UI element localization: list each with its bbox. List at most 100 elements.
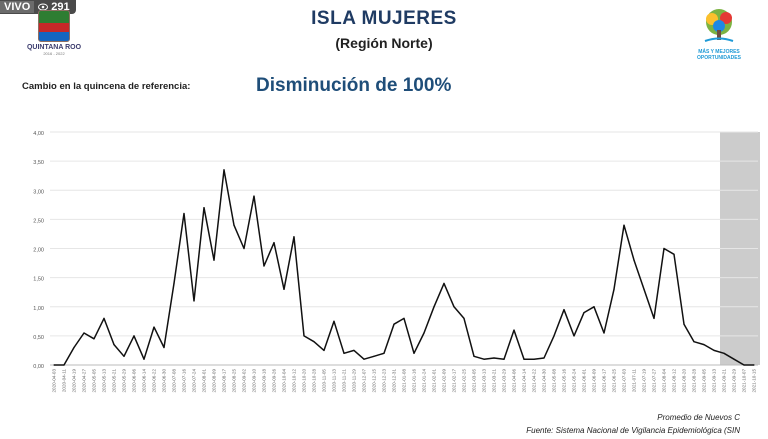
y-tick-label: 1,50 (33, 277, 44, 283)
x-tick-label: 2020-11-13 (332, 369, 337, 393)
x-tick-label: 2021-04-06 (512, 369, 517, 393)
y-tick-label: 2,00 (33, 248, 44, 254)
x-tick-label: 2020-05-13 (102, 369, 107, 393)
data-point (663, 247, 665, 250)
footer-note-average: Promedio de Nuevos C (657, 413, 740, 422)
x-tick-label: 2020-05-05 (92, 369, 97, 393)
y-tick-label: 0,00 (33, 364, 44, 370)
data-point (533, 358, 535, 360)
data-point (653, 317, 655, 319)
data-point (283, 288, 285, 290)
data-point (593, 306, 595, 308)
state-shield-icon (38, 10, 70, 42)
x-tick-label: 2021-07-03 (622, 369, 627, 393)
x-tick-label: 2021-08-12 (672, 369, 677, 393)
data-point (623, 224, 625, 226)
data-point (693, 341, 695, 343)
x-tick-label: 2021-02-25 (462, 369, 467, 393)
x-tick-label: 2020-10-12 (292, 369, 297, 393)
page-subtitle: (Región Norte) (335, 35, 433, 51)
data-point (103, 317, 105, 319)
x-tick-label: 2020-06-30 (162, 369, 167, 393)
data-point (153, 326, 155, 328)
data-point (513, 329, 515, 331)
x-tick-label: 2020-06-06 (132, 369, 137, 393)
y-tick-label: 3,00 (33, 189, 44, 195)
x-tick-label: 2021-04-30 (542, 369, 547, 393)
x-tick-label: 2020-11-21 (342, 369, 347, 393)
x-tick-label: 2021-02-17 (452, 369, 457, 393)
x-tick-label: 2021-10-07 (742, 369, 747, 393)
data-point (113, 344, 115, 346)
x-tick-label: 2020-06-22 (152, 369, 157, 393)
x-tick-label: 2021-05-08 (552, 369, 557, 393)
data-point (643, 288, 645, 290)
x-tick-label: 2020-04-11 (62, 369, 67, 393)
x-tick-label: 2020-05-21 (112, 369, 117, 393)
x-tick-label: 2020-08-17 (222, 369, 227, 393)
data-point (553, 335, 555, 337)
x-tick-label: 2021-01-08 (402, 369, 407, 393)
y-tick-label: 0,50 (33, 335, 44, 341)
data-point (253, 195, 255, 197)
data-point (423, 332, 425, 334)
slogan-line-1: MÁS Y MEJORES (698, 49, 740, 55)
data-point (473, 355, 475, 357)
x-tick-label: 2021-03-13 (482, 369, 487, 393)
data-point (633, 259, 635, 261)
change-label: Cambio en la quincena de referencia: (22, 81, 191, 92)
data-point (493, 357, 495, 359)
x-tick-label: 2020-12-23 (382, 369, 387, 393)
data-point (203, 207, 205, 209)
quintana-roo-logo: QUINTANA ROO 2016 - 2022 (22, 10, 86, 56)
x-tick-label: 2020-12-31 (392, 369, 397, 393)
data-point (233, 224, 235, 226)
x-tick-label: 2020-10-20 (302, 369, 307, 393)
x-tick-label: 2021-04-22 (532, 369, 537, 393)
x-tick-label: 2021-03-05 (472, 369, 477, 393)
data-point (333, 320, 335, 322)
x-tick-label: 2020-09-10 (252, 369, 257, 393)
x-tick-label: 2021-06-25 (612, 369, 617, 393)
data-point (123, 355, 125, 357)
x-tick-label: 2020-06-14 (142, 369, 147, 393)
data-point (403, 317, 405, 319)
x-tick-label: 2021-03-29 (502, 369, 507, 393)
data-point (373, 355, 375, 357)
state-years: 2016 - 2022 (43, 51, 65, 56)
live-badge: VIVO 291 (0, 0, 76, 14)
data-point (63, 364, 65, 366)
x-tick-label: 2021-10-15 (752, 369, 757, 393)
data-point (733, 358, 735, 360)
x-tick-label: 2021-09-21 (722, 369, 727, 393)
x-tick-label: 2020-12-07 (362, 369, 367, 393)
data-point (463, 317, 465, 319)
x-tick-label: 2021-05-24 (572, 369, 577, 393)
data-point (53, 364, 55, 366)
x-tick-label: 2021-08-20 (682, 369, 687, 393)
data-point (753, 364, 755, 366)
x-tick-label: 2021-09-05 (702, 369, 707, 393)
data-point (523, 358, 525, 360)
x-tick-label: 2020-11-05 (322, 369, 327, 393)
x-tick-label: 2020-10-04 (282, 369, 287, 393)
live-label: VIVO (0, 1, 35, 13)
x-tick-label: 2021-02-01 (432, 369, 437, 393)
data-point (73, 346, 75, 349)
x-tick-label: 2020-09-02 (242, 369, 247, 393)
x-tick-label: 2021-09-13 (712, 369, 717, 393)
data-point (263, 265, 265, 267)
x-tick-label: 2020-09-18 (262, 369, 267, 393)
data-point (83, 332, 85, 334)
x-tick-label: 2020-07-08 (172, 369, 177, 393)
x-tick-label: 2020-11-29 (352, 369, 357, 393)
data-point (483, 358, 485, 360)
campaign-logo: MÁS Y MEJORES OPORTUNIDADES (688, 8, 750, 61)
x-tick-label: 2020-04-03 (52, 369, 57, 393)
x-tick-label: 2021-01-16 (412, 369, 417, 393)
data-point (353, 349, 355, 352)
x-tick-label: 2021-08-28 (692, 369, 697, 393)
x-tick-label: 2021-07-27 (652, 369, 657, 393)
data-point (163, 346, 165, 349)
data-point (433, 306, 435, 308)
